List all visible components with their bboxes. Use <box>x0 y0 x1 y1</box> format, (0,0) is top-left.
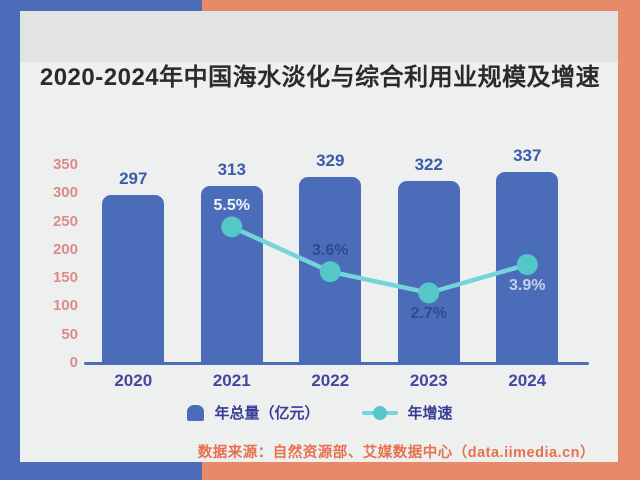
y-axis-tick-label: 0 <box>69 354 78 371</box>
legend-label-growth: 年增速 <box>407 405 453 422</box>
bar-value-label: 337 <box>513 146 542 166</box>
bar-2021 <box>200 185 263 363</box>
chart-legend: 年总量（亿元） 年增速 <box>0 402 640 423</box>
growth-value-label: 3.9% <box>509 276 546 294</box>
panel-top-strip <box>20 11 618 62</box>
line-dot-swatch-icon <box>361 405 398 420</box>
source-line: 数据来源：自然资源部、艾媒数据中心（data.iimedia.cn） <box>197 445 595 461</box>
growth-line <box>229 224 530 296</box>
x-axis-label: 2021 <box>212 371 251 390</box>
bar-value-label: 329 <box>316 150 345 170</box>
legend-item-growth: 年增速 <box>361 402 453 423</box>
y-axis-tick-label: 300 <box>52 184 78 202</box>
x-axis-line <box>84 362 589 365</box>
bar-value-label: 297 <box>119 168 148 188</box>
bar-value-label: 322 <box>414 154 443 174</box>
legend-item-total: 年总量（亿元） <box>187 402 320 423</box>
legend-label-total: 年总量（亿元） <box>214 405 320 422</box>
growth-point-2023 <box>418 282 440 304</box>
bar-2023 <box>397 180 460 363</box>
growth-point-2022 <box>319 261 341 283</box>
x-axis-label: 2022 <box>311 371 350 390</box>
growth-value-label: 3.6% <box>312 241 349 259</box>
y-axis-tick-label: 350 <box>52 156 78 173</box>
x-axis-label: 2020 <box>114 371 153 390</box>
bar-2020 <box>102 194 165 363</box>
x-axis-label: 2023 <box>409 371 448 390</box>
growth-value-label: 2.7% <box>410 304 447 322</box>
y-axis-tick-label: 150 <box>52 269 78 287</box>
bar-swatch-icon <box>187 404 205 421</box>
growth-value-label: 5.5% <box>213 196 250 214</box>
y-axis-tick-label: 100 <box>52 297 78 315</box>
y-axis-tick-label: 200 <box>52 240 78 258</box>
y-axis-tick-label: 50 <box>61 325 78 343</box>
chart-title: 2020-2024年中国海水淡化与综合利用业规模及增速 <box>39 64 601 91</box>
bar-value-label: 313 <box>217 159 246 179</box>
growth-point-2024 <box>516 254 538 276</box>
x-axis-label: 2024 <box>508 371 547 390</box>
growth-point-2021 <box>221 216 243 238</box>
y-axis-tick-label: 250 <box>52 212 78 230</box>
